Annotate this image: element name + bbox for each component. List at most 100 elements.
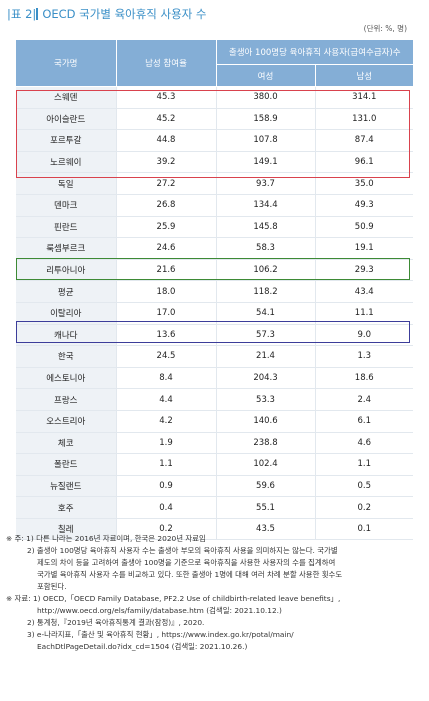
- country-cell: 오스트리아: [16, 410, 117, 433]
- table-title-text: OECD 국가별 육아휴직 사용자 수: [42, 7, 207, 21]
- male-count-cell: 49.3: [315, 194, 414, 217]
- female-count-cell: 58.3: [216, 237, 316, 260]
- male-count-cell: 0.1: [315, 518, 414, 541]
- source-2: 2) 통계청,『2019년 육아휴직통계 결과(잠정)』, 2020.: [27, 618, 205, 627]
- male-count-cell: 4.6: [315, 432, 414, 455]
- table-body: 스웨덴 45.3 380.0 314.1 아이슬란드 45.2 158.9 131.0 포르투갈…: [16, 86, 414, 541]
- country-cell: 덴마크: [16, 194, 117, 217]
- male-rate-cell: 17.0: [116, 302, 217, 325]
- male-rate-cell: 0.4: [116, 496, 217, 519]
- male-count-cell: 1.1: [315, 453, 414, 476]
- table-row: 프랑스 4.4 53.3 2.4: [16, 388, 414, 411]
- table-row: 평균 18.0 118.2 43.4: [16, 280, 414, 303]
- country-cell: 아이슬란드: [16, 108, 117, 131]
- male-rate-cell: 25.9: [116, 216, 217, 239]
- table-row: 포르투갈 44.8 107.8 87.4: [16, 129, 414, 152]
- country-cell: 리투아니아: [16, 259, 117, 282]
- table-row: 폴란드 1.1 102.4 1.1: [16, 453, 414, 476]
- male-rate-cell: 1.1: [116, 453, 217, 476]
- male-count-cell: 314.1: [315, 86, 414, 109]
- leave-table: 국가명 남성 참여율 출생아 100명당 육아휴직 사용자(급여수급자)수 여성…: [16, 40, 414, 541]
- table-label: |표 2|: [7, 7, 37, 21]
- country-cell: 캐나다: [16, 324, 117, 347]
- female-count-cell: 102.4: [216, 453, 316, 476]
- male-count-cell: 29.3: [315, 259, 414, 282]
- header-female: 여성: [216, 64, 316, 87]
- source-3: 3) e-나라지표,「출산 및 육아휴직 현황」, https://www.in…: [27, 630, 294, 639]
- table-row: 독일 27.2 93.7 35.0: [16, 172, 414, 195]
- male-rate-cell: 4.4: [116, 388, 217, 411]
- male-rate-cell: 0.9: [116, 475, 217, 498]
- female-count-cell: 134.4: [216, 194, 316, 217]
- male-count-cell: 50.9: [315, 216, 414, 239]
- male-count-cell: 87.4: [315, 129, 414, 152]
- male-count-cell: 0.5: [315, 475, 414, 498]
- male-rate-cell: 4.2: [116, 410, 217, 433]
- table-row: 뉴질랜드 0.9 59.6 0.5: [16, 475, 414, 498]
- country-cell: 포르투갈: [16, 129, 117, 152]
- female-count-cell: 21.4: [216, 345, 316, 368]
- country-cell: 룩셈부르크: [16, 237, 117, 260]
- country-cell: 스웨덴: [16, 86, 117, 109]
- male-rate-cell: 1.9: [116, 432, 217, 455]
- male-rate-cell: 18.0: [116, 280, 217, 303]
- table-row: 칠레 0.2 43.5 0.1: [16, 518, 414, 541]
- female-count-cell: 107.8: [216, 129, 316, 152]
- male-rate-cell: 39.2: [116, 151, 217, 174]
- table-row: 호주 0.4 55.1 0.2: [16, 496, 414, 519]
- male-count-cell: 11.1: [315, 302, 414, 325]
- table-row: 이탈리아 17.0 54.1 11.1: [16, 302, 414, 325]
- table-row: 캐나다 13.6 57.3 9.0: [16, 324, 414, 347]
- country-cell: 프랑스: [16, 388, 117, 411]
- source-1: ※ 자료: 1) OECD,「OECD Family Database, PF2…: [6, 594, 341, 603]
- male-rate-cell: 27.2: [116, 172, 217, 195]
- male-rate-cell: 21.6: [116, 259, 217, 282]
- female-count-cell: 145.8: [216, 216, 316, 239]
- female-count-cell: 118.2: [216, 280, 316, 303]
- male-rate-cell: 45.3: [116, 86, 217, 109]
- title-divider: [36, 8, 39, 20]
- female-count-cell: 106.2: [216, 259, 316, 282]
- country-cell: 평균: [16, 280, 117, 303]
- country-cell: 칠레: [16, 518, 117, 541]
- female-count-cell: 238.8: [216, 432, 316, 455]
- country-cell: 한국: [16, 345, 117, 368]
- male-rate-cell: 8.4: [116, 367, 217, 390]
- unit-note: (단위: %, 명): [363, 24, 407, 33]
- female-count-cell: 57.3: [216, 324, 316, 347]
- male-count-cell: 18.6: [315, 367, 414, 390]
- country-cell: 체코: [16, 432, 117, 455]
- country-cell: 이탈리아: [16, 302, 117, 325]
- female-count-cell: 149.1: [216, 151, 316, 174]
- table-row: 룩셈부르크 24.6 58.3 19.1: [16, 237, 414, 260]
- table-row: 덴마크 26.8 134.4 49.3: [16, 194, 414, 217]
- header-male-rate: 남성 참여율: [116, 40, 217, 87]
- male-rate-cell: 13.6: [116, 324, 217, 347]
- country-cell: 에스토니아: [16, 367, 117, 390]
- source-1-url: http://www.oecd.org/els/family/database.…: [37, 606, 282, 615]
- female-count-cell: 140.6: [216, 410, 316, 433]
- female-count-cell: 204.3: [216, 367, 316, 390]
- country-cell: 폴란드: [16, 453, 117, 476]
- male-count-cell: 35.0: [315, 172, 414, 195]
- male-rate-cell: 45.2: [116, 108, 217, 131]
- footnotes: ※ 주: 1) 다른 나라는 2016년 자료이며, 한국은 2020년 자료임…: [6, 533, 424, 653]
- female-count-cell: 53.3: [216, 388, 316, 411]
- male-count-cell: 19.1: [315, 237, 414, 260]
- note-2-cont: 제도의 차이 등을 고려하여 출생아 100명을 기준으로 육아휴직을 사용한 …: [37, 558, 336, 567]
- header-male: 남성: [315, 64, 414, 87]
- male-rate-cell: 24.5: [116, 345, 217, 368]
- header-group: 출생아 100명당 육아휴직 사용자(급여수급자)수: [216, 40, 414, 65]
- note-1: ※ 주: 1) 다른 나라는 2016년 자료이며, 한국은 2020년 자료임: [6, 534, 206, 543]
- male-rate-cell: 0.2: [116, 518, 217, 541]
- male-count-cell: 2.4: [315, 388, 414, 411]
- country-cell: 뉴질랜드: [16, 475, 117, 498]
- header-country: 국가명: [16, 40, 117, 87]
- table-title: |표 2| OECD 국가별 육아휴직 사용자 수: [7, 6, 207, 22]
- male-count-cell: 1.3: [315, 345, 414, 368]
- table-row: 한국 24.5 21.4 1.3: [16, 345, 414, 368]
- table-row: 스웨덴 45.3 380.0 314.1: [16, 86, 414, 109]
- country-cell: 독일: [16, 172, 117, 195]
- country-cell: 핀란드: [16, 216, 117, 239]
- male-count-cell: 96.1: [315, 151, 414, 174]
